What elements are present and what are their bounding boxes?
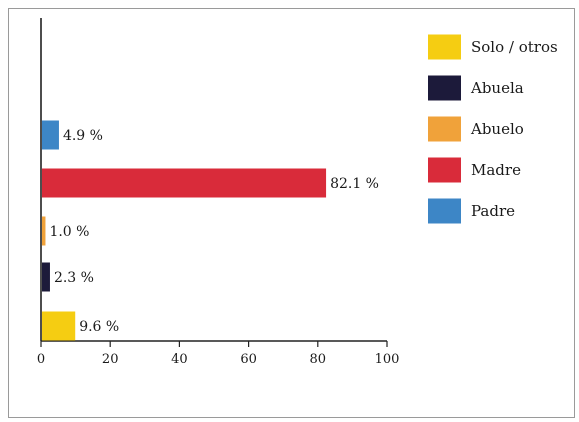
chart-frame xyxy=(8,8,575,418)
x-tick-label: 60 xyxy=(240,352,257,367)
legend-swatch xyxy=(428,198,461,224)
bar-abuelo xyxy=(42,216,46,246)
x-tick-label: 100 xyxy=(375,352,400,367)
bar-value-label: 82.1 % xyxy=(330,176,379,192)
bar-padre xyxy=(42,120,59,150)
bar-value-label: 4.9 % xyxy=(63,128,103,144)
x-tick-label: 20 xyxy=(102,352,119,367)
legend: Solo / otros Abuela Abuelo Madre Padre xyxy=(428,34,558,224)
legend-label: Solo / otros xyxy=(471,38,558,56)
bars: 4.9 % 82.1 % 1.0 % 2.3 % 9.6 % xyxy=(42,120,379,341)
bar-value-label: 9.6 % xyxy=(79,319,119,335)
legend-swatch xyxy=(428,157,461,183)
x-tick-label: 0 xyxy=(37,352,45,367)
legend-swatch xyxy=(428,34,461,60)
bar-madre xyxy=(42,168,327,198)
bar-value-label: 2.3 % xyxy=(54,270,94,286)
axes: 0 20 40 60 80 100 xyxy=(37,18,400,367)
legend-label: Abuelo xyxy=(470,120,524,138)
legend-swatch xyxy=(428,116,461,142)
x-tick-label: 80 xyxy=(310,352,327,367)
legend-label: Abuela xyxy=(470,79,524,97)
legend-label: Padre xyxy=(471,202,515,220)
x-tick-label: 40 xyxy=(171,352,188,367)
bar-solo-otros xyxy=(42,311,76,341)
bar-abuela xyxy=(42,262,50,292)
legend-swatch xyxy=(428,75,461,101)
bar-value-label: 1.0 % xyxy=(49,224,89,240)
legend-label: Madre xyxy=(471,161,521,179)
